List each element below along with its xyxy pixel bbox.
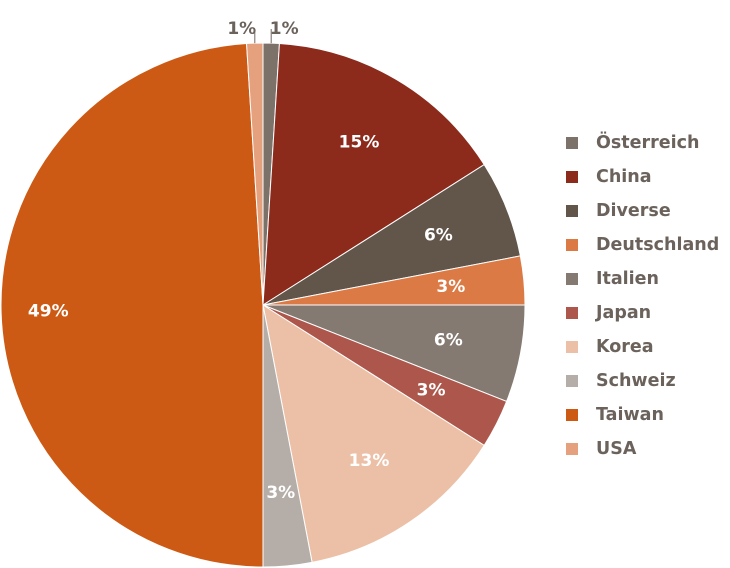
slice-label-diverse: 6%	[424, 226, 453, 246]
legend-label: Taiwan	[596, 405, 664, 425]
legend-item-italien: Italien	[566, 262, 730, 296]
legend-swatch	[566, 205, 578, 217]
legend-swatch	[566, 239, 578, 251]
legend-item-diverse: Diverse	[566, 194, 730, 228]
legend-swatch	[566, 409, 578, 421]
legend-swatch	[566, 443, 578, 455]
legend-swatch	[566, 137, 578, 149]
slice-label-taiwan: 49%	[28, 302, 69, 322]
legend-label: Österreich	[596, 133, 700, 153]
slice-label-japan: 3%	[417, 381, 446, 401]
slice-label-china: 15%	[339, 133, 380, 153]
legend-item-deutschland: Deutschland	[566, 228, 730, 262]
legend-swatch	[566, 171, 578, 183]
legend-label: Schweiz	[596, 371, 676, 391]
pie-slices	[0, 42, 526, 568]
legend-item-korea: Korea	[566, 330, 730, 364]
legend-item-china: China	[566, 160, 730, 194]
legend-swatch	[566, 307, 578, 319]
slice-label-italien: 6%	[434, 330, 463, 350]
legend-label: China	[596, 167, 652, 187]
legend-item-japan: Japan	[566, 296, 730, 330]
pie-slice-labels: 1% 15% 6% 3% 6% 3% 13% 3% 49% 1%	[28, 19, 465, 503]
legend-label: USA	[596, 439, 637, 459]
pie-slice-usa	[246, 42, 264, 306]
legend-label: Japan	[596, 303, 652, 323]
legend-item-usa: USA	[566, 432, 730, 466]
pie-slice-china	[262, 42, 485, 306]
slice-label-oesterreich: 1%	[270, 19, 299, 39]
pie-slice-taiwan	[0, 42, 264, 568]
slice-label-usa: 1%	[227, 19, 256, 39]
slice-label-korea: 13%	[349, 451, 390, 471]
legend-item-oesterreich: Österreich	[566, 126, 730, 160]
legend-item-schweiz: Schweiz	[566, 364, 730, 398]
legend-label: Diverse	[596, 201, 671, 221]
slice-label-schweiz: 3%	[266, 483, 295, 503]
pie-slice-korea	[262, 303, 485, 563]
legend-swatch	[566, 341, 578, 353]
legend-label: Deutschland	[596, 235, 720, 255]
legend-item-taiwan: Taiwan	[566, 398, 730, 432]
legend: Österreich China Diverse Deutschland Italien…	[566, 126, 730, 466]
legend-label: Korea	[596, 337, 654, 357]
legend-label: Italien	[596, 269, 660, 289]
slice-label-deutschland: 3%	[436, 277, 465, 297]
legend-swatch	[566, 273, 578, 285]
legend-swatch	[566, 375, 578, 387]
